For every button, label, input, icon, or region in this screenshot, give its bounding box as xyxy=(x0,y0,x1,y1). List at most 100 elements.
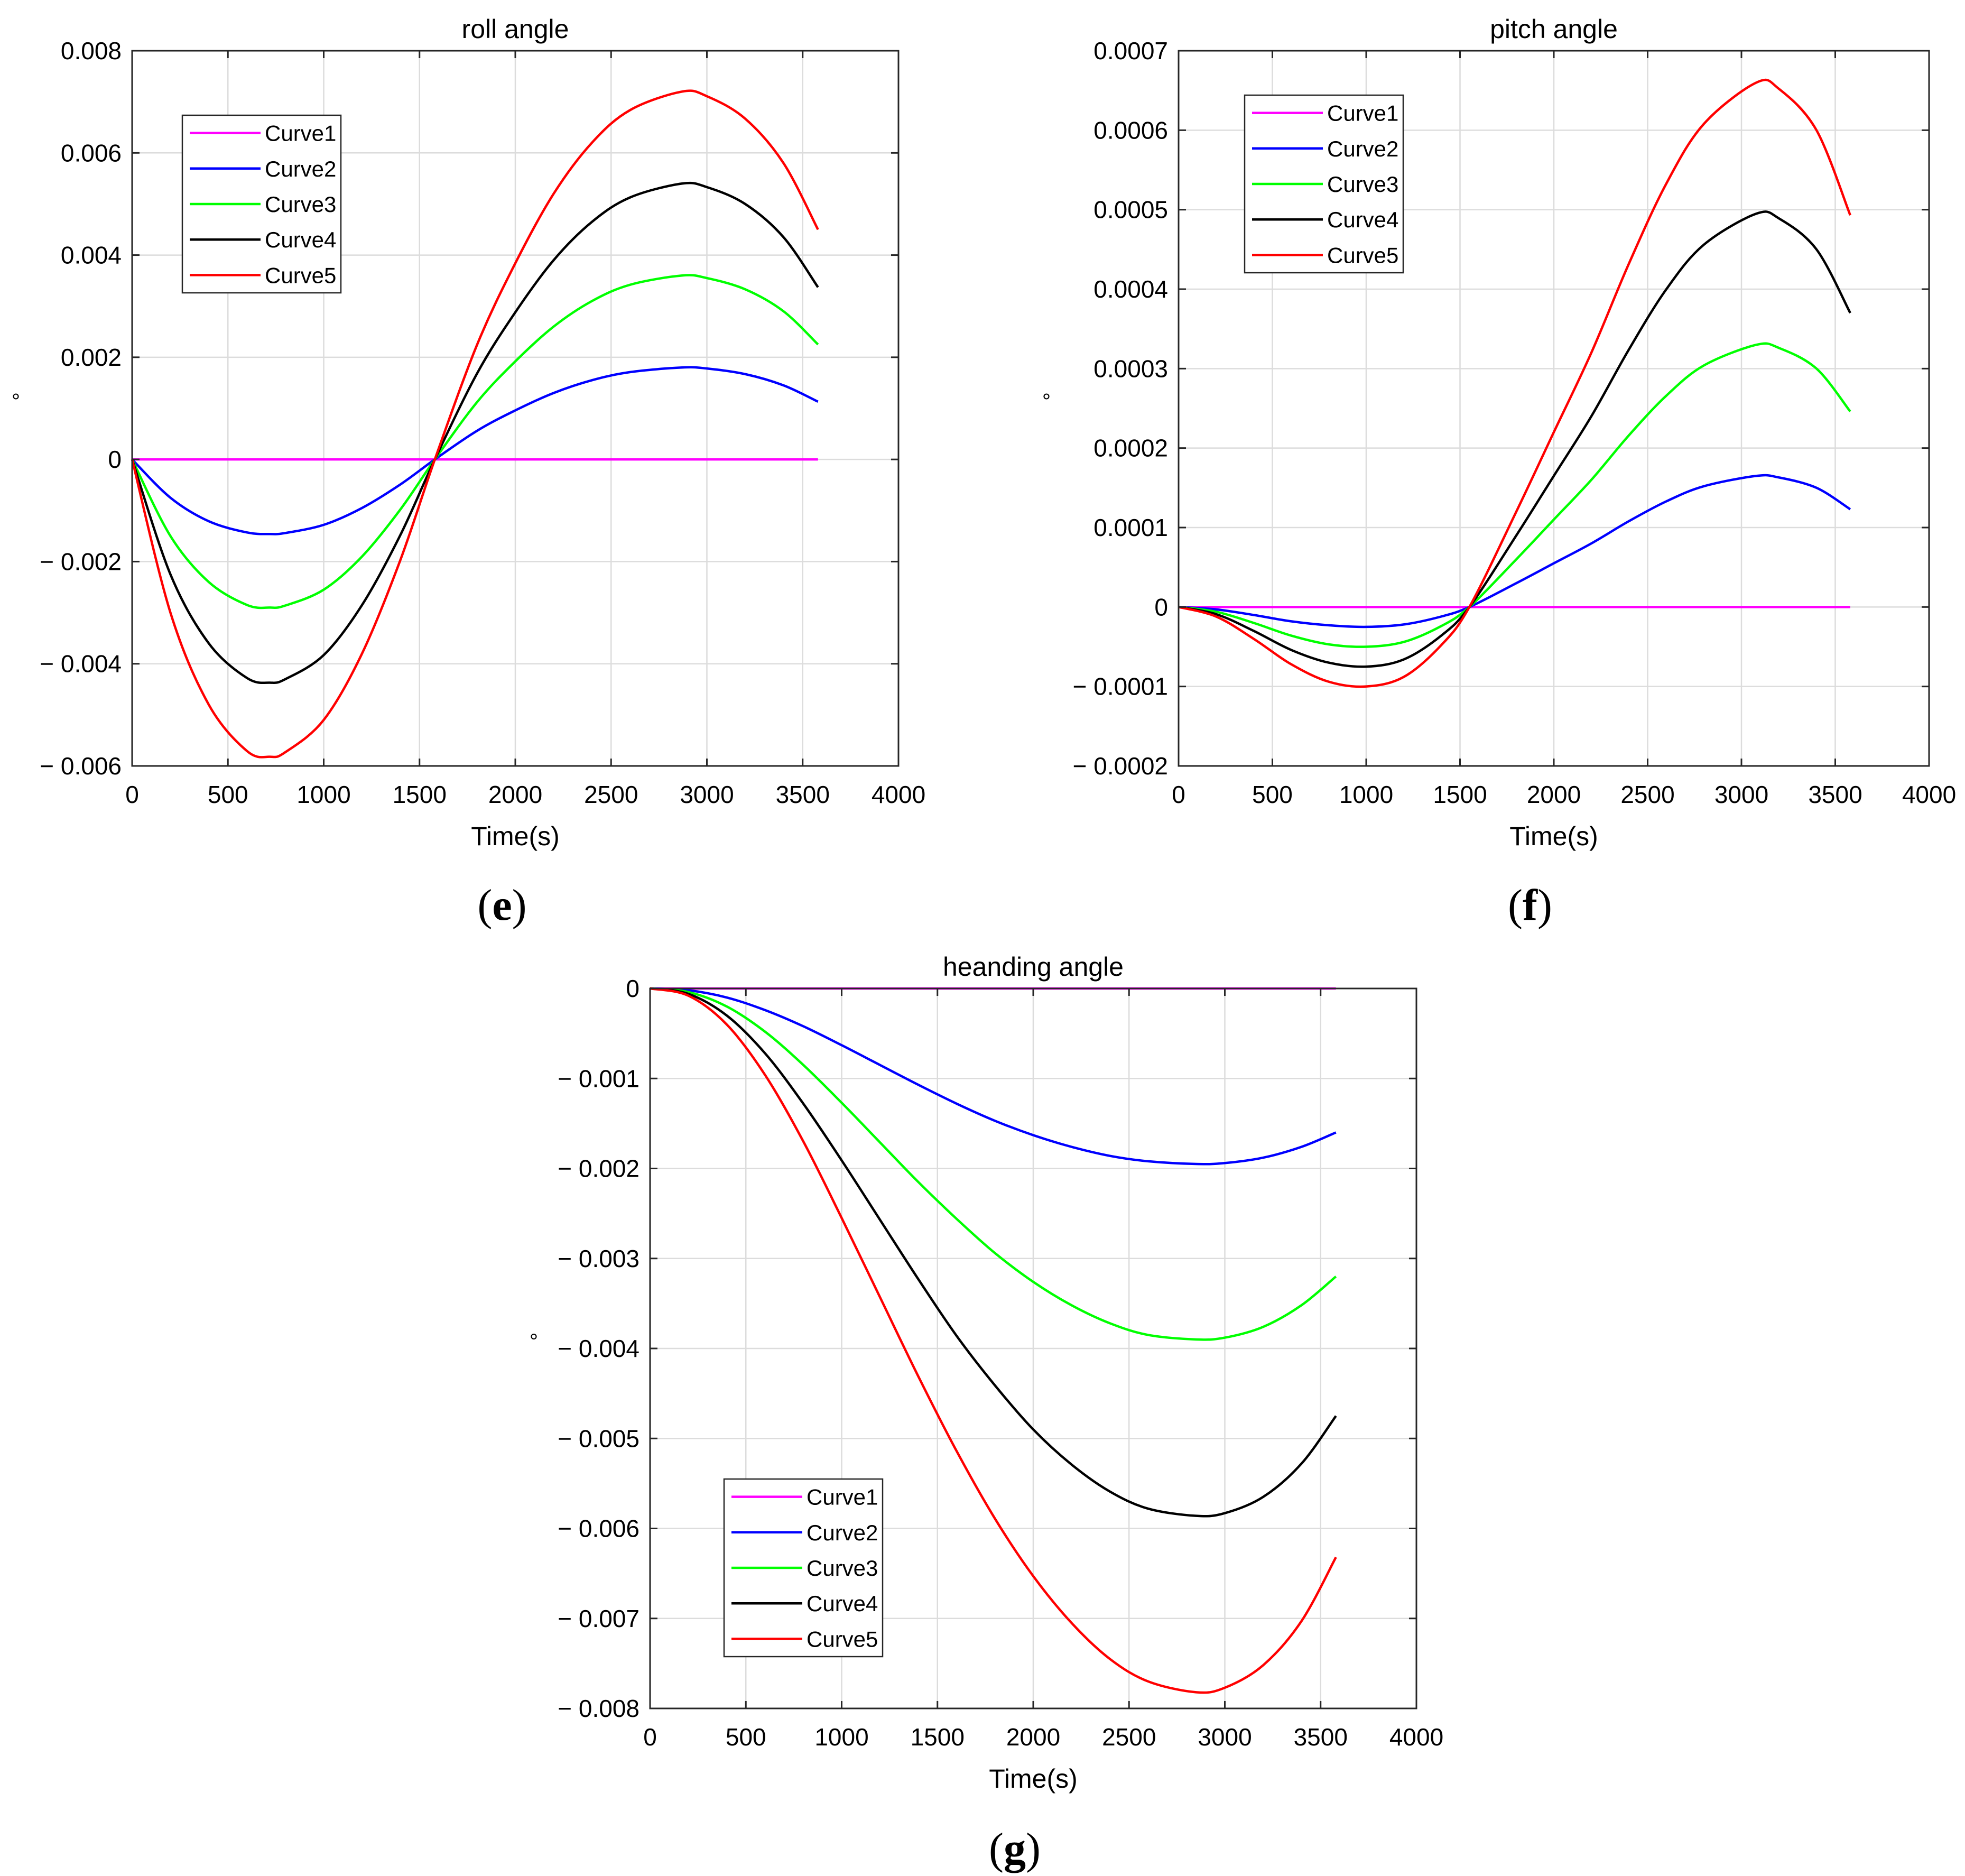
x-tick-label: 2000 xyxy=(488,781,542,808)
caption-letter: g xyxy=(1004,1824,1026,1873)
legend: Curve1 Curve2 Curve3 Curve4 Curve5 xyxy=(181,114,342,294)
caption-open-paren: ( xyxy=(989,1824,1004,1873)
legend-label: Curve5 xyxy=(807,1627,878,1651)
series-line-curve5 xyxy=(650,987,1337,1694)
y-tick-label: − 0.003 xyxy=(558,1245,639,1272)
legend-label: Curve5 xyxy=(1327,243,1398,267)
caption-letter: f xyxy=(1523,881,1538,930)
y-tick-label: − 0.004 xyxy=(40,650,122,678)
x-tick-label: 3000 xyxy=(680,781,734,808)
y-tick-label: 0.006 xyxy=(61,139,122,167)
legend-item: Curve1 xyxy=(1252,101,1398,126)
y-tick-label: − 0.007 xyxy=(558,1605,639,1632)
y-tick-label: 0.0004 xyxy=(1093,275,1168,303)
x-tick-label: 3500 xyxy=(1808,781,1862,808)
legend-label: Curve2 xyxy=(1327,136,1398,161)
x-tick-label: 1500 xyxy=(1433,781,1487,808)
caption-open-paren: ( xyxy=(477,881,492,930)
legend-item: Curve5 xyxy=(1252,243,1398,267)
legend: Curve1 Curve2 Curve3 Curve4 Curve5 xyxy=(1244,94,1404,274)
x-tick-label: 1500 xyxy=(911,1723,965,1751)
x-tick-label: 500 xyxy=(208,781,248,808)
y-tick-label: − 0.002 xyxy=(40,548,122,575)
x-tick-label: 1000 xyxy=(296,781,350,808)
y-tick-label: 0.0005 xyxy=(1093,196,1168,224)
legend-label: Curve4 xyxy=(1327,207,1398,232)
legend-item: Curve1 xyxy=(190,121,336,146)
x-tick-label: 4000 xyxy=(1902,781,1956,808)
legend-item: Curve1 xyxy=(731,1485,878,1510)
x-tick-label: 3000 xyxy=(1714,781,1768,808)
chart-title: pitch angle xyxy=(1490,14,1618,44)
y-tick-label: − 0.0002 xyxy=(1073,752,1168,780)
caption-close-paren: ) xyxy=(1026,1824,1041,1873)
legend-label: Curve3 xyxy=(265,192,336,217)
x-tick-label: 500 xyxy=(1252,781,1293,808)
x-axis-label: Time(s) xyxy=(989,1764,1078,1794)
y-tick-label: − 0.006 xyxy=(558,1515,639,1542)
series-line-curve4 xyxy=(650,987,1337,1518)
x-tick-label: 3500 xyxy=(776,781,830,808)
y-tick-label: − 0.0001 xyxy=(1073,673,1168,700)
x-tick-label: 2500 xyxy=(584,781,638,808)
legend-item: Curve3 xyxy=(190,192,336,217)
series-line-curve4 xyxy=(1178,210,1851,668)
caption-letter: e xyxy=(492,881,512,930)
x-tick-label: 0 xyxy=(1172,781,1185,808)
legend-label: Curve4 xyxy=(265,227,336,252)
pitch-angle-chart: 0 500 1000 1500 2000 2500 3000 3500 4000 − 0.0002… xyxy=(1042,14,1956,930)
panel-caption: (f) xyxy=(1508,881,1552,930)
x-tick-label: 1000 xyxy=(1339,781,1393,808)
x-tick-label: 3000 xyxy=(1198,1723,1252,1751)
y-tick-label: − 0.001 xyxy=(558,1065,639,1092)
legend-label: Curve4 xyxy=(807,1591,878,1616)
chart-title: heanding angle xyxy=(943,952,1124,982)
panel-caption: (g) xyxy=(989,1824,1041,1873)
y-tick-label: 0.0001 xyxy=(1093,514,1168,541)
series-group xyxy=(131,89,819,759)
series-line-curve3 xyxy=(650,987,1337,1341)
legend-item: Curve5 xyxy=(190,263,336,288)
y-tick-label: − 0.008 xyxy=(558,1695,639,1722)
y-tick-label: 0.0003 xyxy=(1093,355,1168,382)
x-tick-label: 4000 xyxy=(1389,1723,1443,1751)
y-tick-label: − 0.004 xyxy=(558,1335,639,1362)
caption-close-paren: ) xyxy=(512,881,527,930)
x-tick-label: 4000 xyxy=(872,781,925,808)
x-tick-label: 1000 xyxy=(814,1723,868,1751)
series-line-curve5 xyxy=(131,89,819,759)
legend-item: Curve2 xyxy=(731,1520,878,1545)
legend-item: Curve5 xyxy=(731,1627,878,1651)
panel-caption: (e) xyxy=(477,881,526,930)
y-tick-label: 0 xyxy=(626,975,639,1002)
y-tick-label: 0.004 xyxy=(61,242,122,269)
caption-open-paren: ( xyxy=(1508,881,1523,930)
x-tick-label: 500 xyxy=(726,1723,766,1751)
y-axis-label: ° xyxy=(12,390,20,413)
series-group xyxy=(650,987,1337,1694)
legend-label: Curve1 xyxy=(265,121,336,146)
series-line-curve2 xyxy=(1178,474,1851,629)
series-line-curve3 xyxy=(1178,342,1851,648)
heading-angle-chart: 0 500 1000 1500 2000 2500 3000 3500 4000 − 0.008 −… xyxy=(530,952,1443,1873)
y-axis-label: ° xyxy=(530,1330,538,1353)
series-line-curve2 xyxy=(131,366,819,535)
legend: Curve1 Curve2 Curve3 Curve4 Curve5 xyxy=(723,1478,884,1658)
y-tick-label: − 0.005 xyxy=(558,1425,639,1452)
legend-label: Curve1 xyxy=(1327,101,1398,126)
legend-item: Curve2 xyxy=(190,156,336,181)
y-tick-label: 0.002 xyxy=(61,344,122,371)
y-tick-label: 0 xyxy=(108,446,122,473)
series-line-curve3 xyxy=(131,274,819,609)
legend-label: Curve1 xyxy=(807,1485,878,1510)
y-tick-label: 0.008 xyxy=(61,37,122,64)
legend-item: Curve3 xyxy=(1252,172,1398,197)
x-axis-label: Time(s) xyxy=(1509,821,1598,851)
y-tick-label: 0.0002 xyxy=(1093,435,1168,462)
legend-item: Curve4 xyxy=(731,1591,878,1616)
y-tick-label: − 0.006 xyxy=(40,752,122,780)
y-tick-label: 0.0007 xyxy=(1093,37,1168,64)
legend-label: Curve2 xyxy=(265,156,336,181)
x-tick-label: 3500 xyxy=(1294,1723,1348,1751)
